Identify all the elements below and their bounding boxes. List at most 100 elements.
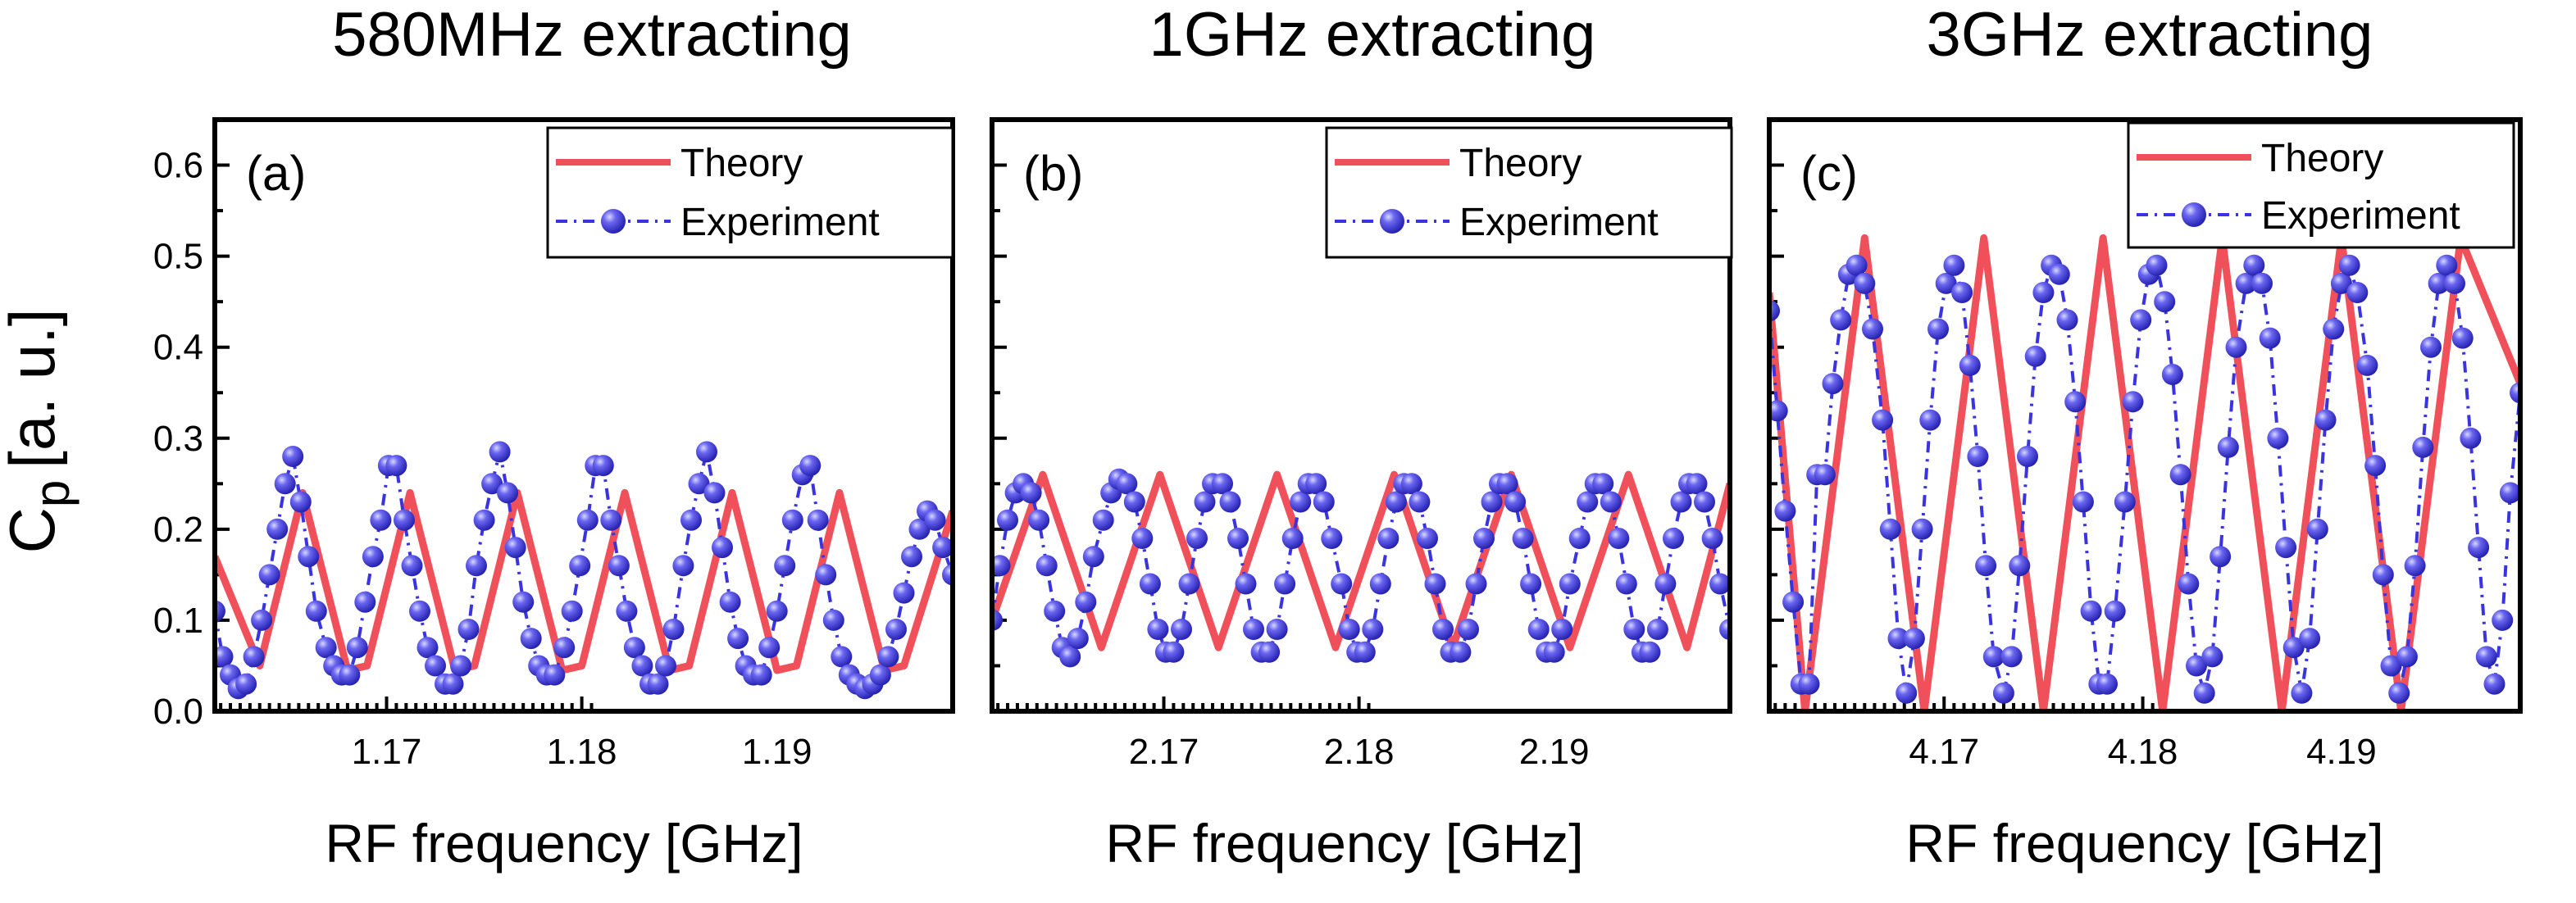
panel-c-legend: Theory Experiment	[2127, 121, 2515, 249]
experiment-point	[2428, 272, 2450, 294]
experiment-point	[489, 441, 511, 463]
experiment-point	[2330, 272, 2352, 294]
experiment-point	[1982, 646, 2005, 668]
experiment-point	[992, 609, 1003, 631]
x-tick-label: 4.18	[2108, 732, 2178, 772]
experiment-point	[1600, 491, 1622, 513]
experiment-point	[1473, 528, 1495, 549]
experiment-point	[512, 591, 535, 613]
experiment-point	[1235, 573, 1257, 595]
experiment-point	[2299, 628, 2321, 650]
experiment-point	[719, 591, 741, 613]
experiment-point	[2235, 272, 2257, 294]
y-tick-label: 0.6	[153, 146, 203, 186]
experiment-point	[893, 582, 915, 604]
experiment-point	[1417, 528, 1438, 549]
experiment-point	[1919, 409, 1941, 431]
experiment-point	[1769, 400, 1788, 422]
experiment-point	[2291, 682, 2313, 704]
experiment-point	[1377, 528, 1400, 549]
y-axis-label: Cp [a. u.]	[0, 309, 80, 554]
experiment-point	[1623, 619, 1645, 640]
experiment-point	[2193, 682, 2215, 704]
experiment-markers	[992, 468, 1730, 668]
experiment-point	[2396, 646, 2418, 668]
experiment-point	[215, 646, 234, 668]
experiment-point	[1709, 573, 1730, 595]
experiment-point	[425, 655, 446, 677]
experiment-point	[1830, 309, 1852, 331]
panel-a-plot: 0.0 0.1 0.2 0.3 0.4 0.5 0.6 1.17 1.18 1.19	[153, 117, 955, 772]
experiment-point	[616, 600, 638, 622]
legend-theory-label: Theory	[680, 142, 803, 185]
experiment-point	[504, 537, 526, 559]
experiment-point	[2178, 573, 2200, 595]
panel-a-label: (a)	[246, 146, 306, 201]
panel-c-label: (c)	[1800, 146, 1858, 201]
experiment-point	[1551, 619, 1573, 640]
experiment-point	[289, 491, 312, 513]
x-tick-label: 2.18	[1324, 732, 1395, 772]
experiment-point	[631, 655, 653, 677]
experiment-point	[2436, 254, 2458, 276]
experiment-point	[1186, 528, 1208, 549]
experiment-point	[877, 646, 899, 668]
experiment-point	[815, 564, 837, 586]
experiment-point	[2483, 673, 2505, 695]
experiment-point	[346, 637, 368, 659]
experiment-point	[672, 555, 694, 577]
experiment-point	[2201, 646, 2223, 668]
experiment-point	[1432, 619, 1454, 640]
panel-a-xlabel: RF frequency [GHz]	[325, 813, 803, 874]
experiment-point	[1862, 318, 1883, 340]
y-tick-label: 0.1	[153, 601, 203, 641]
experiment-point	[869, 664, 891, 686]
panel-c-xlabel: RF frequency [GHz]	[1905, 813, 2383, 874]
experiment-point	[1592, 473, 1614, 495]
plot-frame	[212, 117, 955, 714]
experiment-point	[1872, 409, 1894, 431]
experiment-point	[1663, 528, 1684, 549]
experiment-point	[758, 637, 781, 659]
experiment-point	[2475, 646, 2497, 668]
experiment-point	[2444, 272, 2465, 294]
experiment-point	[1458, 619, 1479, 640]
experiment-point	[924, 509, 946, 531]
experiment-point	[1543, 641, 1565, 663]
experiment-point	[750, 664, 772, 686]
experiment-point	[1927, 318, 1949, 340]
experiment-point	[385, 455, 407, 477]
experiment-point	[1354, 641, 1376, 663]
experiment-point	[1266, 619, 1288, 640]
y-tick-label: 0.2	[153, 510, 203, 550]
experiment-point	[2048, 263, 2070, 285]
experiment-point	[1654, 573, 1677, 595]
experiment-point	[1951, 282, 1973, 303]
y-tick-label: 0.0	[153, 692, 203, 732]
y-tick-label: 0.5	[153, 237, 203, 277]
experiment-point	[2210, 546, 2232, 568]
experiment-point	[2323, 318, 2345, 340]
panel-b-label: (b)	[1023, 146, 1083, 201]
panel-b: 1GHz extracting 2.17 2.18 2.19 (b) Theory …	[990, 0, 1733, 874]
experiment-point	[394, 509, 415, 531]
experiment-point	[997, 509, 1018, 531]
experiment-point	[2096, 673, 2118, 695]
experiment-point	[2356, 354, 2378, 376]
experiment-point	[1814, 464, 1836, 486]
experiment-point	[1608, 528, 1630, 549]
experiment-point	[2364, 455, 2387, 477]
experiment-point	[520, 628, 542, 650]
experiment-point	[1163, 641, 1185, 663]
experiment-point	[2024, 345, 2046, 367]
experiment-point	[662, 619, 685, 640]
experiment-point	[215, 600, 225, 622]
experiment-point	[569, 555, 591, 577]
experiment-point	[497, 482, 519, 504]
legend-theory-label: Theory	[1459, 142, 1582, 185]
experiment-point	[2267, 427, 2289, 449]
experiment-point	[1044, 600, 1066, 622]
experiment-point	[2017, 446, 2038, 467]
experiment-point	[544, 664, 566, 686]
experiment-point	[592, 455, 614, 477]
